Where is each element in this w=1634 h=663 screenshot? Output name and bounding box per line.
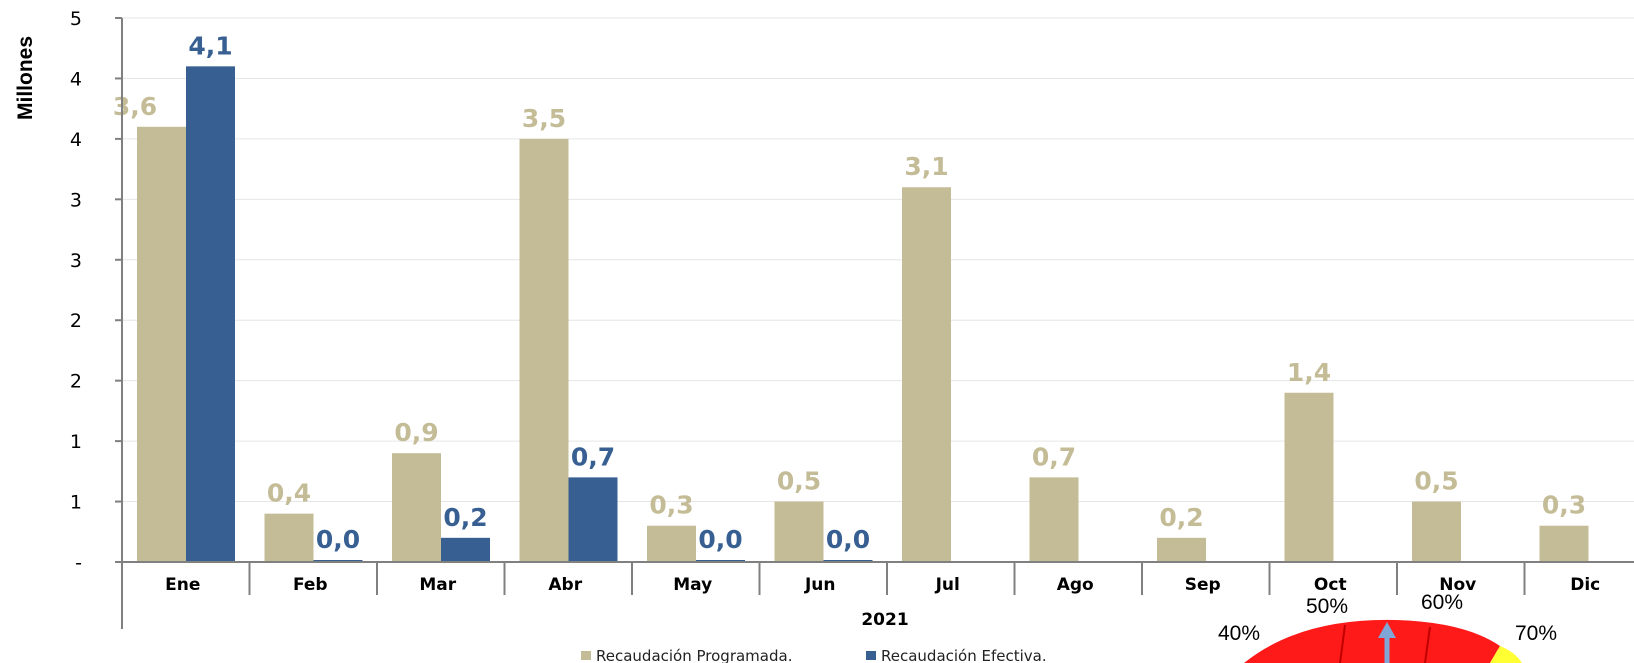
y-tick-label: 5 bbox=[70, 8, 82, 30]
data-label: 0,4 bbox=[267, 479, 311, 508]
y-tick-label: 4 bbox=[70, 68, 82, 90]
x-axis-categories: Ene Feb Mar Abr May Jun Jul Ago Sep Oct Nov Dic bbox=[165, 562, 1600, 595]
legend-label: Recaudación Efectiva. bbox=[881, 647, 1047, 663]
data-label: 1,4 bbox=[1287, 358, 1331, 387]
y-axis-title: Millones bbox=[14, 36, 37, 120]
x-axis-title: 2021 bbox=[861, 610, 908, 630]
x-tick-label: Jul bbox=[935, 575, 960, 595]
y-tick-label: 1 bbox=[70, 492, 82, 514]
bar-programada-abr bbox=[519, 138, 569, 562]
bar-programada-sep bbox=[1157, 537, 1206, 562]
legend-swatch-programada bbox=[581, 651, 591, 660]
bar-programada-nov bbox=[1412, 501, 1461, 562]
x-tick-label: Sep bbox=[1185, 575, 1221, 595]
gauge-tick-label: 40% bbox=[1218, 622, 1260, 645]
x-tick-label: Mar bbox=[419, 575, 456, 595]
y-tick-label: 4 bbox=[70, 129, 82, 151]
data-label: 3,6 bbox=[113, 92, 157, 121]
gauge-red-arc bbox=[1244, 619, 1500, 663]
gauge-tick-label: 60% bbox=[1421, 591, 1463, 614]
y-axis-ticks: - 1 1 2 2 3 3 4 4 5 bbox=[70, 8, 122, 574]
legend-label: Recaudación Programada. bbox=[596, 647, 792, 663]
x-tick-label: May bbox=[673, 575, 712, 595]
data-label: 0,3 bbox=[649, 491, 693, 520]
data-label: 0,5 bbox=[1414, 467, 1458, 496]
legend-swatch-efectiva bbox=[866, 651, 876, 660]
bar-efectiva-abr bbox=[568, 477, 618, 562]
bar-programada-mar bbox=[392, 453, 441, 562]
y-tick-label: 1 bbox=[70, 431, 82, 453]
data-label: 0,3 bbox=[1542, 491, 1586, 520]
data-label: 0,7 bbox=[1032, 442, 1076, 471]
bar-programada-jun bbox=[774, 501, 824, 562]
data-label: 0,7 bbox=[571, 442, 615, 471]
x-tick-label: Abr bbox=[548, 575, 582, 595]
data-label: 0,0 bbox=[698, 525, 742, 554]
data-label: 3,1 bbox=[904, 152, 948, 181]
gauge-tick-label: 70% bbox=[1515, 622, 1557, 645]
data-labels: 3,64,10,40,00,90,23,50,70,30,00,50,03,10… bbox=[113, 31, 1586, 554]
data-label: 4,1 bbox=[188, 31, 232, 60]
bar-programada-may bbox=[647, 525, 696, 562]
x-tick-label: Ene bbox=[165, 575, 200, 595]
bar-programada-jul bbox=[902, 187, 951, 562]
data-label: 0,0 bbox=[316, 525, 360, 554]
axes bbox=[115, 18, 1634, 629]
y-tick-label: 2 bbox=[70, 371, 82, 393]
data-label: 0,9 bbox=[394, 418, 438, 447]
gauge-needle-head bbox=[1378, 622, 1396, 638]
data-label: 3,5 bbox=[522, 104, 566, 133]
data-label: 0,2 bbox=[1159, 503, 1203, 532]
gauge-tick-label: 50% bbox=[1306, 595, 1348, 618]
data-label: 0,2 bbox=[443, 503, 487, 532]
bar-programada-ago bbox=[1029, 477, 1079, 562]
bar-efectiva-mar bbox=[441, 537, 490, 562]
bar-programada-ene bbox=[137, 126, 186, 563]
y-tick-label: 3 bbox=[70, 250, 82, 272]
y-tick-label: 3 bbox=[70, 189, 82, 211]
gauge: 40% 50% 60% 70% bbox=[1218, 591, 1557, 663]
bar-efectiva-ene bbox=[186, 66, 235, 562]
x-tick-label: Jun bbox=[804, 575, 836, 595]
bars bbox=[137, 66, 1589, 563]
x-tick-label: Nov bbox=[1439, 575, 1476, 595]
bar-programada-dic bbox=[1539, 525, 1589, 562]
gauge-yellow-arc bbox=[1490, 646, 1522, 663]
data-label: 0,0 bbox=[826, 525, 870, 554]
y-tick-label: 2 bbox=[70, 310, 82, 332]
gauge-segment bbox=[1339, 624, 1346, 663]
x-tick-label: Oct bbox=[1314, 575, 1347, 595]
bar-programada-oct bbox=[1284, 392, 1334, 562]
gauge-segment bbox=[1424, 626, 1431, 663]
data-label: 0,5 bbox=[777, 467, 821, 496]
y-tick-label: - bbox=[75, 552, 82, 574]
legend: Recaudación Programada. Recaudación Efec… bbox=[581, 647, 1047, 663]
x-tick-label: Feb bbox=[293, 575, 328, 595]
x-tick-label: Dic bbox=[1570, 575, 1600, 595]
bar-programada-feb bbox=[264, 513, 314, 562]
x-tick-label: Ago bbox=[1057, 575, 1094, 595]
gridlines bbox=[122, 17, 1634, 503]
